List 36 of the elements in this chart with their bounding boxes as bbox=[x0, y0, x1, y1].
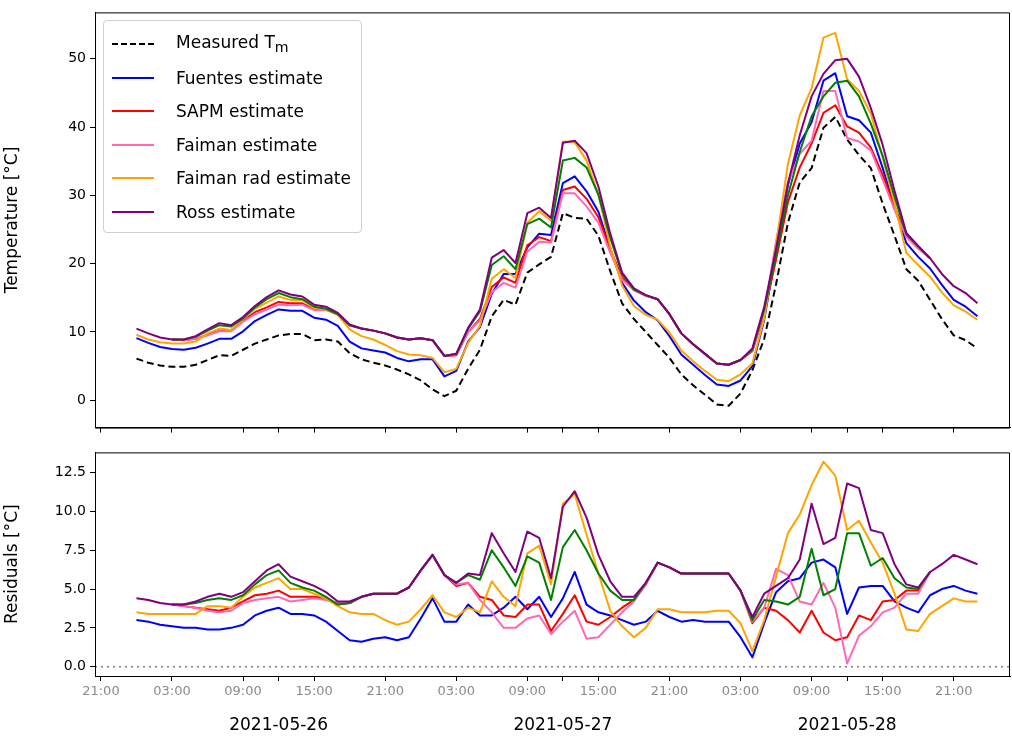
x-tick-label: 09:00 bbox=[508, 683, 547, 699]
y-tick-label: 20 bbox=[68, 254, 86, 271]
x-tick-label: 03:00 bbox=[437, 683, 475, 699]
y-axis-title: Temperature [°C] bbox=[0, 146, 21, 295]
legend-label: Measured T$_{m}$ bbox=[176, 32, 289, 56]
text: 2021-05-28 bbox=[797, 713, 897, 734]
x-tick-label: 03:00 bbox=[153, 683, 191, 699]
y-tick-label: 0 bbox=[77, 390, 86, 407]
x-tick-label: 03:00 bbox=[721, 683, 760, 699]
y-tick-label: 5.0 bbox=[63, 579, 86, 596]
legend-label: Faiman estimate bbox=[176, 134, 318, 155]
x-tick-label: 15:00 bbox=[295, 683, 333, 699]
x-tick-label: 15:00 bbox=[579, 683, 618, 699]
y-tick-label: 10 bbox=[68, 322, 86, 339]
y-tick-label: 30 bbox=[68, 186, 86, 203]
legend-label: Fuentes estimate bbox=[176, 67, 324, 88]
y-tick-label: 10.0 bbox=[54, 502, 86, 519]
y-tick-label: 50 bbox=[68, 49, 86, 66]
legend-label: SAPM estimate bbox=[176, 101, 304, 122]
x-tick-label: 15:00 bbox=[863, 683, 902, 699]
x-tick-label: 21:00 bbox=[366, 683, 404, 699]
text: 2021-05-27 bbox=[513, 713, 613, 734]
y-tick-label: 2.5 bbox=[63, 618, 86, 635]
text: 2021-05-26 bbox=[229, 713, 328, 734]
legend-label: Ross estimate bbox=[176, 201, 296, 222]
x-tick-label: 09:00 bbox=[224, 683, 262, 699]
y-tick-label: 12.5 bbox=[54, 463, 86, 480]
legend-label: Faiman rad estimate bbox=[176, 168, 351, 189]
y-axis-title: Residuals [°C] bbox=[0, 504, 21, 625]
y-tick-label: 0.0 bbox=[63, 657, 86, 674]
y-tick-label: 7.5 bbox=[63, 540, 86, 557]
y-tick-label: 40 bbox=[68, 117, 86, 134]
x-tick-label: 21:00 bbox=[935, 683, 973, 699]
x-tick-label: 21:00 bbox=[82, 683, 120, 699]
x-tick-label: 21:00 bbox=[650, 683, 689, 699]
x-tick-label: 09:00 bbox=[792, 683, 831, 699]
